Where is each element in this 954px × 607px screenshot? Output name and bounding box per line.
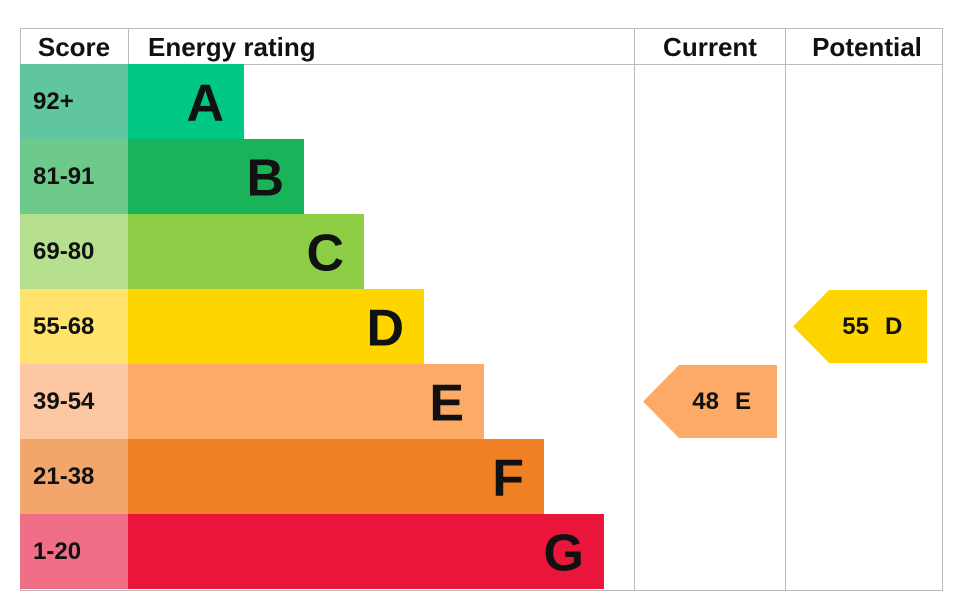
rating-letter: E [429, 375, 464, 433]
potential-arrow [793, 290, 927, 363]
header-potential: Potential [812, 32, 922, 62]
score-cell [20, 139, 128, 214]
score-range: 21-38 [33, 463, 94, 490]
rating-bar [128, 214, 364, 289]
rating-bar [128, 289, 424, 364]
score-cell [20, 514, 128, 589]
header-current: Current [663, 32, 757, 62]
potential-band: D [885, 313, 902, 340]
rating-letter: A [186, 75, 224, 133]
score-cell [20, 364, 128, 439]
score-cell [20, 289, 128, 364]
rating-letter: F [492, 450, 524, 508]
header-rating: Energy rating [148, 32, 316, 62]
header-score: Score [38, 32, 110, 62]
score-range: 81-91 [33, 163, 94, 190]
score-range: 92+ [33, 88, 74, 115]
current-value: 48 [692, 388, 719, 415]
score-range: 69-80 [33, 238, 94, 265]
score-range: 55-68 [33, 313, 94, 340]
score-cell [20, 439, 128, 514]
current-arrow [643, 365, 777, 438]
rating-letter: C [306, 225, 344, 283]
rating-letter: D [366, 300, 404, 358]
rating-bar [128, 64, 244, 139]
rating-bar [128, 514, 604, 589]
score-range: 1-20 [33, 538, 81, 565]
score-cell [20, 214, 128, 289]
potential-value: 55 [842, 313, 869, 340]
rating-letter: G [544, 525, 584, 583]
rating-letter: B [246, 150, 284, 208]
current-band: E [735, 388, 751, 415]
rating-bar [128, 439, 544, 514]
rating-bar [128, 139, 304, 214]
rating-bar [128, 364, 484, 439]
score-cell [20, 64, 128, 139]
score-range: 39-54 [33, 388, 95, 415]
